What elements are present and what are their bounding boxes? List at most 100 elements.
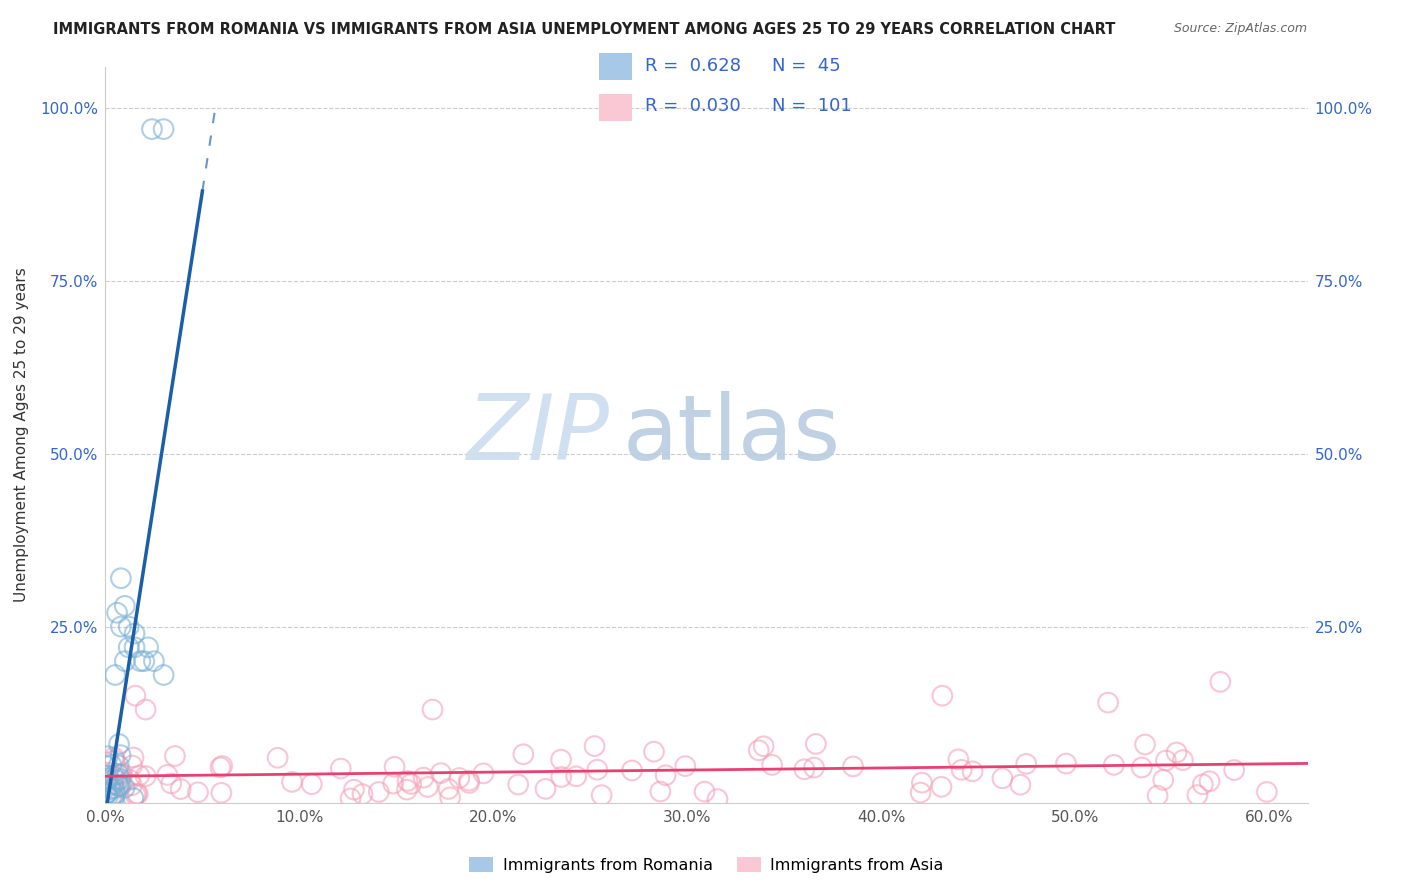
Point (103, 790, 125, 805)
Point (449, 771, 471, 785)
Legend: Immigrants from Romania, Immigrants from Asia: Immigrants from Romania, Immigrants from… (463, 851, 950, 880)
Text: IMMIGRANTS FROM ROMANIA VS IMMIGRANTS FROM ASIA UNEMPLOYMENT AMONG AGES 25 TO 29: IMMIGRANTS FROM ROMANIA VS IMMIGRANTS FR… (53, 22, 1116, 37)
Point (1133, 738, 1156, 752)
Point (1102, 757, 1125, 772)
Point (534, 781, 557, 796)
Point (650, 784, 672, 798)
Point (104, 787, 127, 801)
Point (100, 782, 122, 797)
Point (301, 777, 323, 791)
FancyBboxPatch shape (599, 94, 633, 120)
Text: atlas: atlas (623, 391, 841, 479)
Point (803, 761, 825, 775)
Point (693, 784, 716, 798)
Point (1054, 756, 1077, 771)
Point (752, 739, 775, 754)
Point (103, 769, 125, 783)
Point (122, 750, 145, 764)
Point (110, 619, 132, 633)
Point (103, 777, 125, 791)
Point (108, 780, 131, 794)
Point (187, 785, 209, 799)
Point (748, 743, 770, 757)
Point (110, 571, 132, 585)
Point (152, 668, 174, 682)
Point (950, 763, 973, 777)
Point (100, 790, 122, 805)
Point (1187, 788, 1209, 802)
Point (94, 773, 117, 788)
Point (948, 752, 970, 766)
Point (1223, 763, 1246, 777)
Point (97, 765, 120, 780)
Point (1010, 778, 1032, 792)
Point (673, 759, 696, 773)
Point (211, 759, 233, 773)
Point (160, 776, 183, 790)
Point (128, 768, 150, 782)
Point (931, 689, 953, 703)
Point (107, 758, 129, 772)
Point (550, 770, 572, 784)
Point (122, 791, 145, 805)
Point (103, 753, 125, 767)
Point (129, 654, 152, 668)
Point (107, 779, 129, 793)
Text: ZIP: ZIP (467, 391, 610, 479)
Point (281, 775, 304, 789)
Point (1166, 746, 1188, 760)
Y-axis label: Unemployment Among Ages 25 to 29 years: Unemployment Among Ages 25 to 29 years (14, 268, 30, 602)
Point (124, 626, 146, 640)
Point (103, 750, 125, 764)
Point (118, 619, 141, 633)
Point (110, 767, 132, 781)
Point (108, 767, 131, 781)
Point (1192, 777, 1215, 791)
Point (96, 785, 118, 799)
Point (439, 790, 461, 805)
Point (156, 768, 179, 782)
Point (107, 767, 129, 781)
Point (1154, 754, 1177, 768)
Point (101, 789, 124, 803)
Point (1256, 785, 1278, 799)
Point (1097, 696, 1119, 710)
Point (343, 782, 366, 797)
Point (654, 768, 676, 782)
Point (416, 780, 439, 794)
Point (111, 767, 134, 781)
Point (621, 764, 644, 778)
Point (399, 777, 422, 791)
Point (422, 702, 444, 716)
Point (105, 606, 128, 620)
Point (108, 737, 131, 751)
Point (565, 769, 588, 783)
Point (339, 791, 361, 805)
Point (96, 756, 118, 770)
Point (209, 786, 232, 800)
Point (94, 788, 117, 802)
Point (643, 745, 665, 759)
Point (395, 782, 418, 797)
Point (121, 758, 143, 772)
Point (1171, 753, 1194, 767)
Point (367, 785, 389, 799)
Point (910, 785, 932, 799)
Point (135, 769, 157, 783)
Point (842, 759, 865, 773)
Point (706, 792, 728, 806)
Point (103, 781, 125, 796)
Point (142, 654, 165, 668)
Point (1209, 674, 1232, 689)
Point (591, 788, 613, 802)
Point (96, 759, 118, 773)
Point (472, 766, 495, 780)
Point (124, 788, 146, 802)
Point (437, 781, 460, 796)
Point (125, 787, 148, 801)
Point (329, 762, 352, 776)
Text: N =  101: N = 101 (772, 97, 852, 115)
Point (550, 753, 572, 767)
Text: R =  0.628: R = 0.628 (645, 57, 741, 75)
Point (931, 780, 953, 794)
